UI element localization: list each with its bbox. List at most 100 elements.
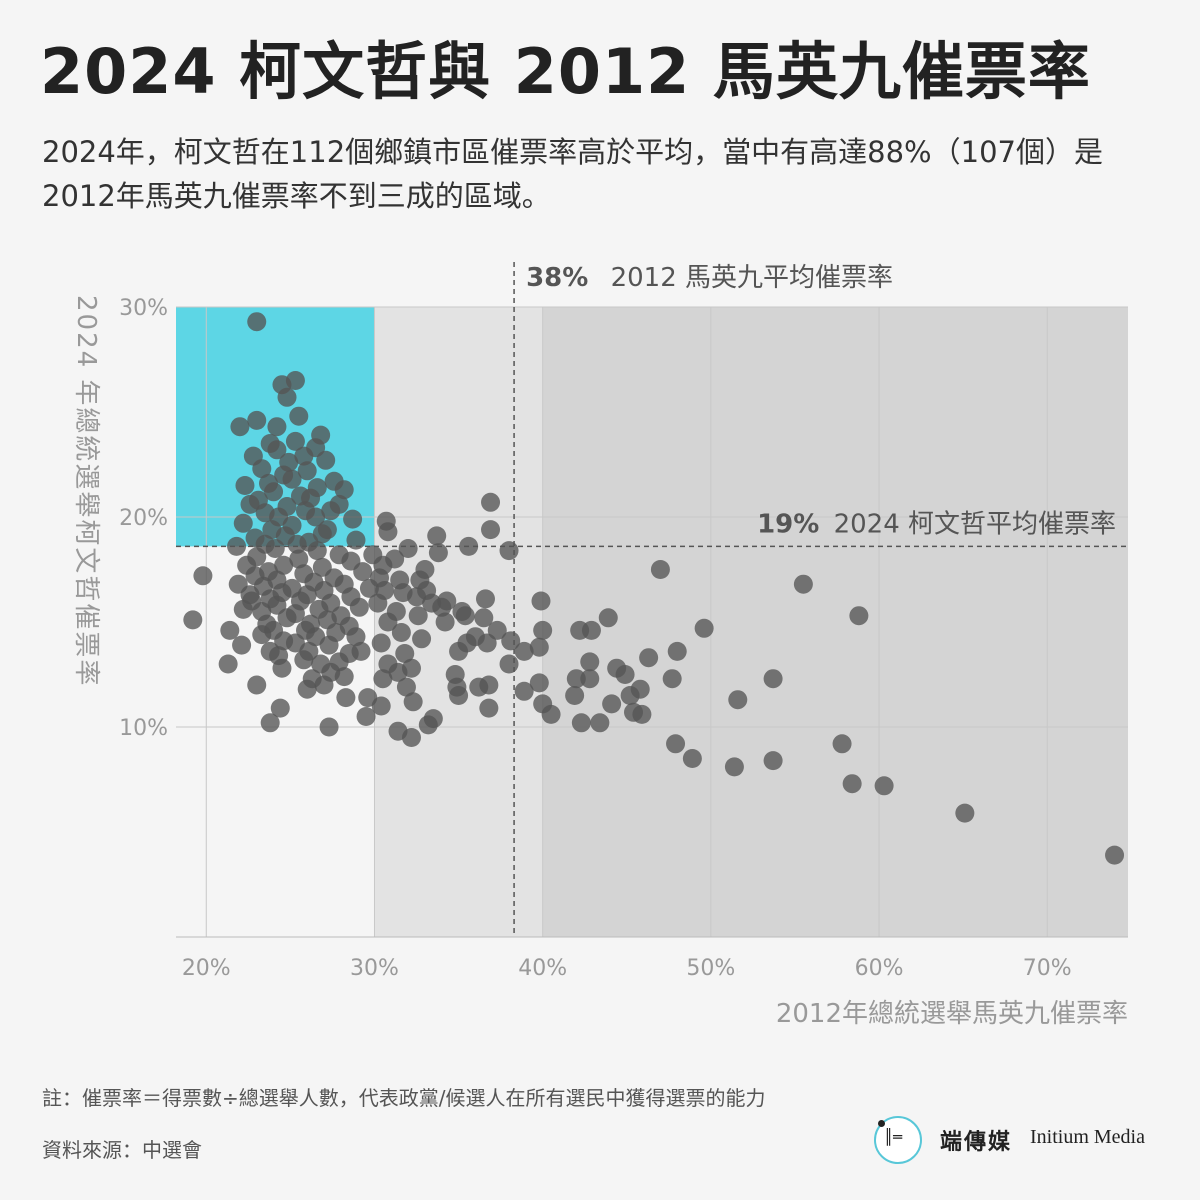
data-point: [437, 591, 457, 611]
data-point: [481, 520, 501, 540]
data-point: [272, 658, 292, 678]
data-point: [386, 602, 406, 621]
data-point: [247, 410, 267, 430]
data-point: [371, 696, 391, 716]
data-point: [373, 669, 393, 689]
data-point: [514, 681, 534, 701]
page-subtitle: 2024年，柯文哲在112個鄉鎮市區催票率高於平均，當中有高達88%（107個）…: [42, 135, 1103, 213]
data-point: [306, 507, 326, 527]
data-point: [571, 713, 591, 733]
data-point: [499, 541, 519, 561]
data-point: [842, 774, 862, 794]
y-tick-label: 30%: [119, 296, 168, 321]
data-point: [398, 539, 418, 558]
data-point: [459, 536, 479, 556]
brand-name-en: Initium Media: [1030, 1126, 1145, 1148]
data-source: 資料來源：中選會: [42, 1138, 202, 1162]
data-point: [428, 543, 448, 563]
data-point: [183, 610, 203, 630]
data-point: [227, 536, 247, 556]
data-point: [541, 704, 561, 724]
shaded-regions: [176, 307, 1128, 937]
data-point: [289, 406, 309, 426]
data-point: [602, 694, 622, 714]
data-point: [277, 608, 297, 628]
data-point: [252, 459, 272, 479]
data-point: [264, 482, 284, 502]
data-point: [724, 757, 744, 777]
data-point: [321, 501, 341, 521]
x-tick-label: 70%: [1023, 956, 1072, 981]
data-point: [235, 476, 255, 495]
data-point: [728, 690, 748, 710]
data-point: [565, 686, 585, 705]
data-point: [849, 606, 869, 626]
data-point: [694, 618, 714, 638]
data-point: [396, 677, 416, 697]
brand: ║═ 端傳媒 Initium Media: [874, 1114, 1174, 1170]
data-point: [252, 625, 272, 645]
data-point: [220, 620, 240, 640]
data-point: [346, 627, 366, 647]
data-point: [385, 549, 405, 569]
data-point: [287, 534, 307, 554]
y-tick-label: 20%: [119, 506, 168, 531]
logo-mark: ║═: [884, 1128, 903, 1146]
data-point: [533, 620, 553, 640]
x-tick-label: 50%: [686, 956, 735, 981]
data-point: [598, 608, 618, 628]
reference-x-value: 38%: [526, 263, 588, 293]
data-point: [282, 469, 302, 489]
data-point: [955, 803, 975, 823]
data-point: [391, 623, 411, 642]
data-point: [334, 667, 354, 687]
data-point: [260, 713, 280, 733]
data-point: [427, 526, 447, 546]
data-point: [590, 713, 610, 733]
data-point: [349, 597, 369, 617]
data-point: [763, 751, 783, 771]
data-point: [319, 635, 339, 655]
data-point: [247, 312, 267, 332]
data-point: [336, 688, 356, 708]
data-point: [401, 728, 421, 747]
data-point: [832, 734, 852, 754]
footnote: 註：催票率＝得票數÷總選舉人數，代表政黨/候選人在所有選民中獲得選票的能力: [42, 1086, 766, 1110]
reference-x-text: 2012 馬英九平均催票率: [611, 263, 893, 293]
data-point: [1105, 845, 1125, 865]
data-point: [529, 637, 549, 657]
reference-lines: [176, 262, 1128, 937]
data-point: [343, 509, 363, 529]
data-point: [481, 492, 501, 512]
data-point: [285, 371, 305, 390]
data-point: [423, 709, 443, 729]
data-point: [455, 606, 475, 626]
data-point: [449, 686, 469, 705]
data-point: [230, 417, 250, 437]
axis-ticks: 20% 30% 40% 50% 60% 70% 10% 20% 30%: [119, 296, 1072, 981]
data-points: [183, 312, 1125, 865]
data-point: [474, 608, 494, 628]
data-point: [265, 539, 285, 558]
data-point: [630, 679, 650, 699]
data-point: [242, 591, 262, 611]
data-point: [232, 635, 252, 655]
data-point: [666, 734, 686, 754]
data-point: [499, 654, 519, 674]
data-point: [294, 650, 314, 670]
data-point: [314, 675, 334, 695]
data-point: [368, 593, 388, 613]
data-point: [514, 641, 534, 661]
data-point: [371, 633, 391, 653]
data-point: [233, 513, 253, 533]
data-point: [218, 654, 238, 674]
reference-y-value: 19%: [757, 509, 819, 539]
data-point: [403, 692, 423, 712]
data-point: [270, 698, 290, 718]
reference-x-label: 38% 2012 馬英九平均催票率: [526, 263, 893, 293]
data-point: [650, 560, 670, 579]
data-point: [487, 620, 507, 640]
data-point: [307, 541, 327, 561]
data-point: [412, 629, 432, 649]
data-point: [435, 612, 455, 632]
